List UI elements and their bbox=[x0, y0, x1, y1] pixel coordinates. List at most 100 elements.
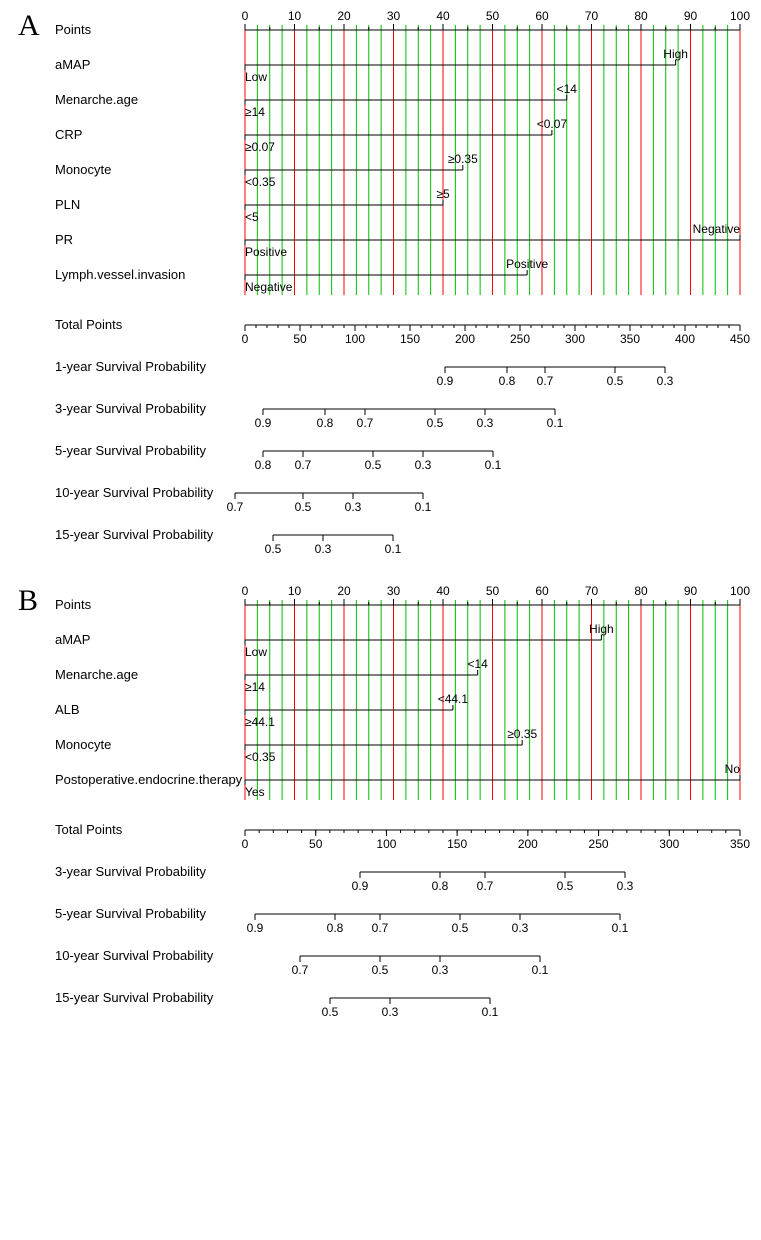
survival-tick: 0.1 bbox=[612, 921, 629, 935]
points-tick-label: 0 bbox=[242, 584, 249, 598]
points-tick-label: 80 bbox=[634, 584, 648, 598]
predictor-label: PR bbox=[55, 232, 73, 247]
predictor-label: Postoperative.endocrine.therapy bbox=[55, 772, 243, 787]
total-points-tick: 300 bbox=[659, 837, 679, 851]
total-points-tick: 250 bbox=[589, 837, 609, 851]
points-tick-label: 30 bbox=[387, 9, 401, 23]
points-tick-label: 60 bbox=[535, 584, 549, 598]
total-points-tick: 250 bbox=[510, 332, 530, 346]
survival-tick: 0.9 bbox=[352, 879, 369, 893]
total-points-tick: 150 bbox=[447, 837, 467, 851]
total-points-tick: 100 bbox=[345, 332, 365, 346]
points-tick-label: 20 bbox=[337, 584, 351, 598]
survival-tick: 0.1 bbox=[485, 458, 502, 472]
survival-tick: 0.5 bbox=[322, 1005, 339, 1019]
survival-tick: 0.9 bbox=[255, 416, 272, 430]
survival-tick: 0.7 bbox=[477, 879, 494, 893]
survival-tick: 0.7 bbox=[537, 374, 554, 388]
survival-tick: 0.5 bbox=[452, 921, 469, 935]
total-points-tick: 50 bbox=[293, 332, 307, 346]
survival-tick: 0.3 bbox=[512, 921, 529, 935]
predictor-low-value: Low bbox=[245, 70, 267, 84]
survival-tick: 0.7 bbox=[227, 500, 244, 514]
survival-tick: 0.5 bbox=[295, 500, 312, 514]
points-axis-label: Points bbox=[55, 22, 92, 37]
predictor-high-value: Positive bbox=[506, 257, 548, 271]
survival-tick: 0.1 bbox=[532, 963, 549, 977]
predictor-high-value: <14 bbox=[467, 657, 488, 671]
panel-label: A bbox=[18, 9, 40, 42]
predictor-label: ALB bbox=[55, 702, 80, 717]
survival-tick: 0.3 bbox=[415, 458, 432, 472]
predictor-high-value: Negative bbox=[693, 222, 741, 236]
total-points-tick: 350 bbox=[620, 332, 640, 346]
predictor-low-value: <5 bbox=[245, 210, 259, 224]
predictor-high-value: No bbox=[725, 762, 741, 776]
survival-label: 3-year Survival Probability bbox=[55, 401, 207, 416]
survival-tick: 0.7 bbox=[372, 921, 389, 935]
survival-tick: 0.5 bbox=[427, 416, 444, 430]
survival-tick: 0.3 bbox=[432, 963, 449, 977]
predictor-label: Menarche.age bbox=[55, 92, 138, 107]
points-tick-label: 100 bbox=[730, 9, 750, 23]
points-tick-label: 40 bbox=[436, 9, 450, 23]
total-points-tick: 350 bbox=[730, 837, 750, 851]
predictor-label: Monocyte bbox=[55, 737, 111, 752]
predictor-label: CRP bbox=[55, 127, 82, 142]
points-tick-label: 0 bbox=[242, 9, 249, 23]
survival-tick: 0.1 bbox=[385, 542, 402, 556]
predictor-label: Monocyte bbox=[55, 162, 111, 177]
survival-tick: 0.3 bbox=[315, 542, 332, 556]
survival-tick: 0.5 bbox=[607, 374, 624, 388]
survival-tick: 0.8 bbox=[317, 416, 334, 430]
predictor-low-value: Negative bbox=[245, 280, 293, 294]
predictor-high-value: ≥0.35 bbox=[448, 152, 478, 166]
points-tick-label: 30 bbox=[387, 584, 401, 598]
total-points-tick: 0 bbox=[242, 332, 249, 346]
points-tick-label: 100 bbox=[730, 584, 750, 598]
total-points-tick: 400 bbox=[675, 332, 695, 346]
survival-label: 10-year Survival Probability bbox=[55, 485, 214, 500]
survival-tick: 0.3 bbox=[382, 1005, 399, 1019]
survival-tick: 0.1 bbox=[482, 1005, 499, 1019]
points-tick-label: 10 bbox=[288, 584, 302, 598]
survival-tick: 0.1 bbox=[547, 416, 564, 430]
total-points-tick: 200 bbox=[518, 837, 538, 851]
total-points-tick: 100 bbox=[376, 837, 396, 851]
survival-tick: 0.3 bbox=[477, 416, 494, 430]
total-points-label: Total Points bbox=[55, 317, 123, 332]
survival-label: 5-year Survival Probability bbox=[55, 906, 207, 921]
survival-tick: 0.9 bbox=[247, 921, 264, 935]
predictor-high-value: High bbox=[589, 622, 614, 636]
points-tick-label: 70 bbox=[585, 9, 599, 23]
points-axis-label: Points bbox=[55, 597, 92, 612]
predictor-high-value: <14 bbox=[557, 82, 578, 96]
survival-tick: 0.8 bbox=[432, 879, 449, 893]
figure-svg: A0102030405060708090100PointsaMAPLowHigh… bbox=[0, 0, 761, 1240]
points-tick-label: 80 bbox=[634, 9, 648, 23]
points-tick-label: 90 bbox=[684, 584, 698, 598]
nomogram-figure: A0102030405060708090100PointsaMAPLowHigh… bbox=[0, 0, 761, 1240]
survival-tick: 0.1 bbox=[415, 500, 432, 514]
predictor-label: Lymph.vessel.invasion bbox=[55, 267, 185, 282]
predictor-low-value: ≥0.07 bbox=[245, 140, 275, 154]
survival-label: 15-year Survival Probability bbox=[55, 527, 214, 542]
points-tick-label: 70 bbox=[585, 584, 599, 598]
predictor-low-value: ≥44.1 bbox=[245, 715, 275, 729]
total-points-tick: 200 bbox=[455, 332, 475, 346]
survival-tick: 0.3 bbox=[657, 374, 674, 388]
survival-tick: 0.9 bbox=[437, 374, 454, 388]
predictor-high-value: ≥0.35 bbox=[507, 727, 537, 741]
predictor-high-value: <44.1 bbox=[438, 692, 469, 706]
survival-tick: 0.8 bbox=[327, 921, 344, 935]
predictor-low-value: Yes bbox=[245, 785, 265, 799]
survival-label: 10-year Survival Probability bbox=[55, 948, 214, 963]
survival-tick: 0.7 bbox=[292, 963, 309, 977]
survival-tick: 0.3 bbox=[617, 879, 634, 893]
total-points-tick: 300 bbox=[565, 332, 585, 346]
survival-tick: 0.5 bbox=[557, 879, 574, 893]
survival-tick: 0.5 bbox=[365, 458, 382, 472]
total-points-tick: 450 bbox=[730, 332, 750, 346]
points-tick-label: 90 bbox=[684, 9, 698, 23]
total-points-label: Total Points bbox=[55, 822, 123, 837]
